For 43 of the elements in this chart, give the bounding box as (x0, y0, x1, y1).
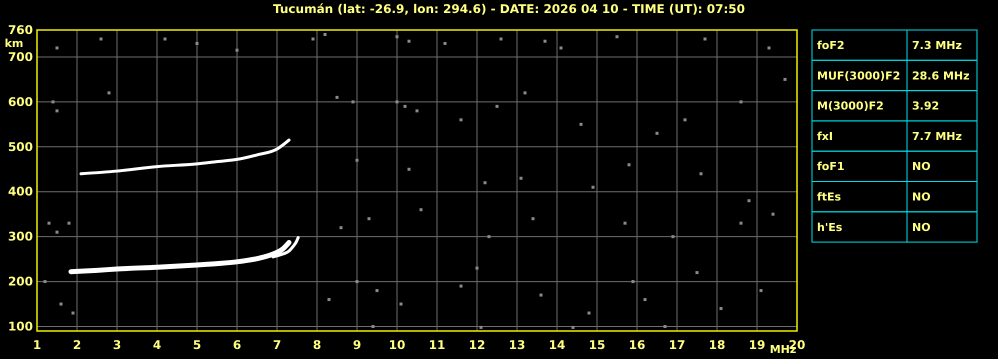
x-tick-label: 7 (272, 338, 282, 352)
text: 7.7 MHz (912, 130, 962, 143)
x-tick-label: 17 (668, 338, 686, 352)
x-tick-label: 11 (428, 338, 446, 352)
x-tick-label: 5 (192, 338, 202, 352)
category-label: foF1 (817, 160, 845, 174)
category-label: foF2 (817, 39, 845, 52)
y-tick-label: 400 (8, 184, 33, 199)
y-tick-label: 500 (8, 140, 33, 154)
x-tick-label: 18 (708, 338, 726, 352)
x-tick-label: 4 (152, 338, 162, 352)
y-tick-label: 700 (8, 50, 33, 64)
x-tick-label: 15 (588, 338, 606, 352)
x-tick-label: 1 (32, 338, 42, 352)
text: NO (912, 160, 931, 174)
x-tick-label: 14 (548, 338, 566, 352)
y-tick-label: 600 (8, 94, 33, 109)
text: NO (912, 220, 931, 234)
category-label: MUF(3000)F2 (817, 69, 900, 82)
category-label: h'Es (817, 220, 843, 234)
text: NO (912, 190, 931, 204)
x-tick-label: 13 (508, 338, 526, 352)
x-tick-label: 9 (352, 338, 362, 352)
y-tick-label: 200 (8, 274, 33, 289)
text: 7.3 MHz (912, 39, 962, 52)
category-label: M(3000)F2 (817, 100, 884, 113)
x-tick-label: 12 (468, 338, 486, 352)
x-tick-label: 6 (232, 338, 242, 352)
x-tick-label: 8 (312, 338, 322, 352)
y-axis-title: km (4, 37, 24, 50)
text: 3.92 (912, 100, 940, 113)
x-tick-label: 2 (72, 338, 82, 352)
x-tick-label: 3 (112, 338, 122, 352)
y-tick-label: 300 (8, 230, 33, 244)
category-label: fxI (817, 130, 833, 143)
x-tick-label: 16 (628, 338, 646, 352)
y-tick-label: 760 (8, 23, 33, 37)
x-tick-label: 10 (388, 338, 406, 352)
category-label: ftEs (817, 190, 842, 204)
text: 28.6 MHz (912, 69, 970, 82)
x-tick-label: 19 (748, 338, 766, 352)
chart-title: Tucumán (lat: -26.9, lon: 294.6) - DATE: 2026 04 10 - TIME (UT): 07:50 (273, 2, 745, 16)
y-tick-label: 100 (8, 320, 33, 334)
